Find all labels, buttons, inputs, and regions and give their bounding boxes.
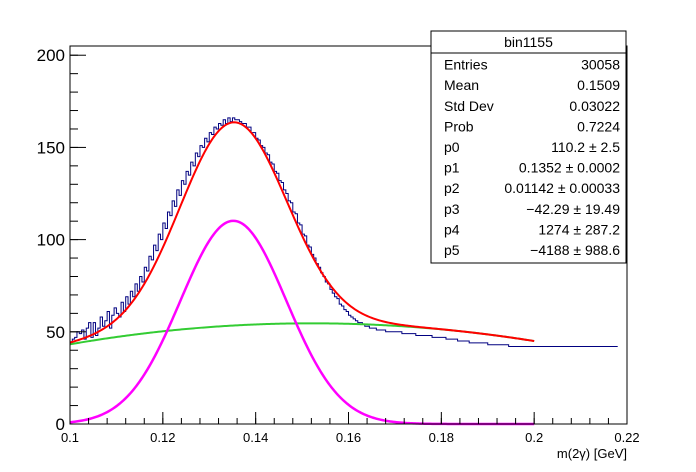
stats-row-value: 0.7224	[577, 118, 620, 134]
x-tick-label: 0.18	[429, 430, 454, 445]
stats-row-value: 110.2 ± 2.5	[551, 139, 620, 155]
stats-row-value: 0.1352 ± 0.0002	[519, 160, 620, 176]
histogram-layer	[70, 117, 618, 348]
stats-box-frame	[430, 30, 627, 264]
stats-row-value: 0.03022	[569, 98, 620, 114]
stats-row-value: −4188 ± 988.6	[530, 242, 620, 258]
histogram-series	[70, 117, 618, 348]
stats-row-value: 0.01142 ± 0.00033	[504, 180, 620, 196]
total-fit-curve	[69, 121, 535, 344]
y-tick-label: 50	[46, 323, 65, 342]
stats-box-title: bin1155	[504, 34, 553, 50]
stats-row-label: Mean	[444, 77, 479, 93]
stats-row-label: p3	[444, 201, 460, 217]
stats-row-label: Prob	[444, 118, 474, 134]
stats-row-label: p4	[444, 221, 460, 237]
y-tick-label: 200	[37, 46, 65, 65]
stats-row-value: 1274 ± 287.2	[538, 221, 620, 237]
stats-box: bin1155 Entries 30058 Mean 0.1509 Std Dev 0.03…	[430, 30, 627, 264]
x-tick-label: 0.22	[614, 430, 639, 445]
stats-row-label: Std Dev	[444, 98, 494, 114]
stats-row-label: p2	[444, 180, 460, 196]
x-tick-label: 0.14	[243, 430, 268, 445]
x-tick-label: 0.1	[61, 430, 79, 445]
y-tick-label: 150	[37, 138, 65, 157]
stats-row-label: p1	[444, 160, 460, 176]
stats-row-value: 30058	[581, 57, 620, 73]
x-axis-label: m(2γ) [GeV]	[557, 446, 627, 461]
y-tick-label: 100	[37, 231, 65, 250]
x-tick-label: 0.2	[525, 430, 543, 445]
stats-row-label: p5	[444, 242, 460, 258]
stats-row-label: Entries	[444, 57, 488, 73]
y-tick-label: 0	[56, 415, 65, 434]
axes-layer: 0.1 0.12 0.14 0.16 0.18 0.2 0.22 0 50 100 150 200	[37, 46, 640, 445]
x-tick-label: 0.16	[336, 430, 361, 445]
stats-row-label: p0	[444, 139, 460, 155]
stats-row-value: −42.29 ± 19.49	[526, 201, 620, 217]
stats-row-value: 0.1509	[577, 77, 620, 93]
x-tick-label: 0.12	[150, 430, 175, 445]
